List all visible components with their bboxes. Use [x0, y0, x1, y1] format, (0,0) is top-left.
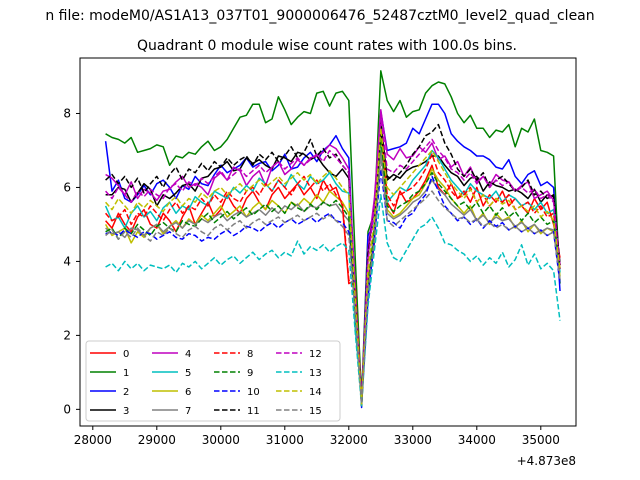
- legend-label-15: 15: [309, 406, 322, 417]
- series-line-12: [105, 116, 561, 403]
- y-axis: 0 2 4 6 8: [63, 106, 80, 416]
- series-line-11: [105, 123, 561, 407]
- y-tick-label: 0: [63, 402, 71, 416]
- y-tick-label: 6: [63, 180, 71, 194]
- series-line-1: [105, 70, 561, 400]
- legend-label-10: 10: [247, 387, 260, 398]
- figure-suptitle: n file: modeM0/AS1A13_037T01_9000006476_…: [45, 8, 594, 24]
- x-axis: 28000 29000 30000 31000 32000 33000 34000 35000: [74, 426, 560, 447]
- series-line-14: [105, 127, 561, 405]
- legend-label-13: 13: [309, 368, 322, 379]
- x-tick-label: 34000: [458, 433, 496, 447]
- chart-title: Quadrant 0 module wise count rates with …: [137, 38, 517, 54]
- y-tick-label: 8: [63, 106, 71, 120]
- series-line-8: [105, 127, 561, 403]
- legend-label-1: 1: [123, 368, 129, 379]
- series-line-15: [105, 157, 561, 405]
- legend-label-11: 11: [247, 406, 260, 417]
- legend-label-4: 4: [185, 349, 191, 360]
- x-tick-label: 33000: [394, 433, 432, 447]
- series-line-0: [105, 123, 561, 407]
- y-tick-label: 2: [63, 328, 71, 342]
- series-line-13: [105, 194, 561, 407]
- series-layer: [104, 70, 561, 409]
- legend-label-6: 6: [185, 387, 191, 398]
- plot-area: [79, 57, 577, 427]
- legend-label-2: 2: [123, 387, 129, 398]
- legend-label-3: 3: [123, 406, 129, 417]
- x-axis-offset-label: +4.873e8: [517, 454, 576, 468]
- y-tick-label: 4: [63, 254, 71, 268]
- series-line-9: [105, 134, 561, 407]
- x-tick-label: 31000: [266, 433, 304, 447]
- legend-label-5: 5: [185, 368, 191, 379]
- legend-label-8: 8: [247, 349, 253, 360]
- x-tick-label: 35000: [522, 433, 560, 447]
- series-line-3: [105, 120, 561, 403]
- x-tick-label: 29000: [138, 433, 176, 447]
- legend-frame: [85, 340, 341, 422]
- x-tick-label: 32000: [330, 433, 368, 447]
- legend-label-12: 12: [309, 349, 322, 360]
- axes-frame: [79, 57, 577, 427]
- x-tick-label: 28000: [74, 433, 112, 447]
- legend-label-7: 7: [185, 406, 191, 417]
- legend-label-14: 14: [309, 387, 322, 398]
- series-line-7: [105, 149, 561, 403]
- legend-label-0: 0: [123, 349, 129, 360]
- x-tick-label: 30000: [202, 433, 240, 447]
- legend-label-9: 9: [247, 368, 253, 379]
